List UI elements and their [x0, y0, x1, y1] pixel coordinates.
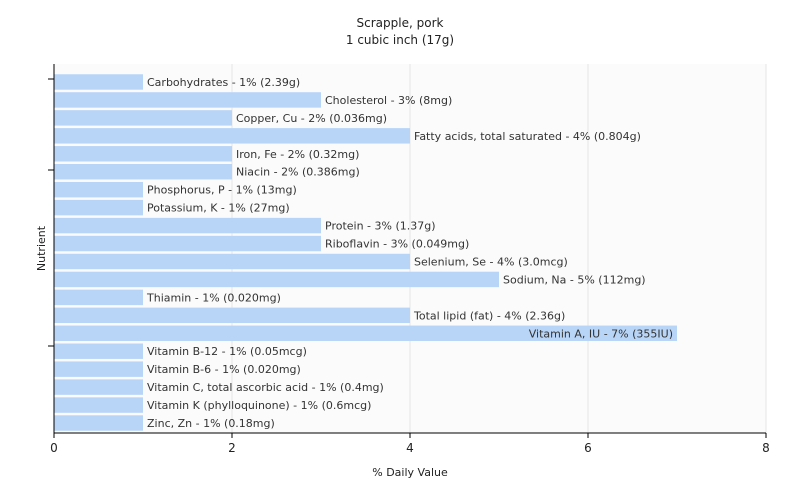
bar-label: Thiamin - 1% (0.020mg)	[146, 291, 281, 304]
x-axis-label: % Daily Value	[372, 466, 448, 479]
bar-label: Iron, Fe - 2% (0.32mg)	[236, 148, 359, 161]
bar-label: Carbohydrates - 1% (2.39g)	[147, 76, 300, 89]
bar	[54, 199, 143, 216]
bar-label: Selenium, Se - 4% (3.0mcg)	[414, 255, 568, 268]
chart-subtitle: 1 cubic inch (17g)	[345, 33, 455, 47]
bar	[54, 110, 232, 126]
bar	[54, 253, 410, 270]
bar-label: Vitamin B-6 - 1% (0.020mg)	[147, 363, 301, 376]
axis-ticks: 0 2 4 6 8	[48, 78, 770, 455]
bar	[54, 235, 321, 252]
bar-series: Carbohydrates - 1% (2.39g) Cholesterol - …	[54, 74, 677, 431]
bar	[54, 74, 143, 90]
bar	[54, 289, 143, 306]
bar-label: Protein - 3% (1.37g)	[325, 220, 436, 233]
bar	[54, 343, 143, 359]
bar	[54, 397, 143, 413]
y-axis-label: Nutrient	[35, 225, 48, 271]
bar-label: Niacin - 2% (0.386mg)	[236, 166, 360, 179]
x-tick-label: 2	[228, 441, 236, 455]
bar	[54, 128, 410, 144]
bar-label: Potassium, K - 1% (27mg)	[147, 202, 290, 215]
bar-label: Vitamin C, total ascorbic acid - 1% (0.4…	[147, 381, 384, 394]
bar	[54, 164, 232, 180]
bar-label: Total lipid (fat) - 4% (2.36g)	[413, 309, 565, 322]
x-tick-label: 6	[584, 441, 592, 455]
bar	[54, 307, 410, 324]
bar	[54, 92, 321, 108]
bar	[54, 361, 143, 377]
bar	[54, 217, 321, 234]
x-tick-label: 8	[762, 441, 770, 455]
bar	[54, 379, 143, 395]
bar-label: Sodium, Na - 5% (112mg)	[503, 273, 646, 286]
bar	[54, 146, 232, 162]
bar-label: Zinc, Zn - 1% (0.18mg)	[147, 417, 275, 430]
bar-label: Vitamin B-12 - 1% (0.05mcg)	[147, 345, 307, 358]
bar	[54, 325, 677, 341]
bar-label: Vitamin A, IU - 7% (355IU)	[529, 327, 673, 340]
bar-label: Riboflavin - 3% (0.049mg)	[325, 238, 469, 251]
x-tick-label: 0	[50, 441, 58, 455]
bar	[54, 181, 143, 198]
bar-label: Phosphorus, P - 1% (13mg)	[147, 184, 297, 197]
bar-label: Cholesterol - 3% (8mg)	[325, 94, 452, 107]
bar-label: Vitamin K (phylloquinone) - 1% (0.6mcg)	[147, 399, 371, 412]
bar-label: Copper, Cu - 2% (0.036mg)	[236, 112, 387, 125]
chart-title: Scrapple, pork	[356, 16, 444, 30]
bar-label: Fatty acids, total saturated - 4% (0.804…	[414, 130, 641, 143]
bar	[54, 415, 143, 431]
x-tick-label: 4	[406, 441, 414, 455]
bar	[54, 271, 499, 288]
